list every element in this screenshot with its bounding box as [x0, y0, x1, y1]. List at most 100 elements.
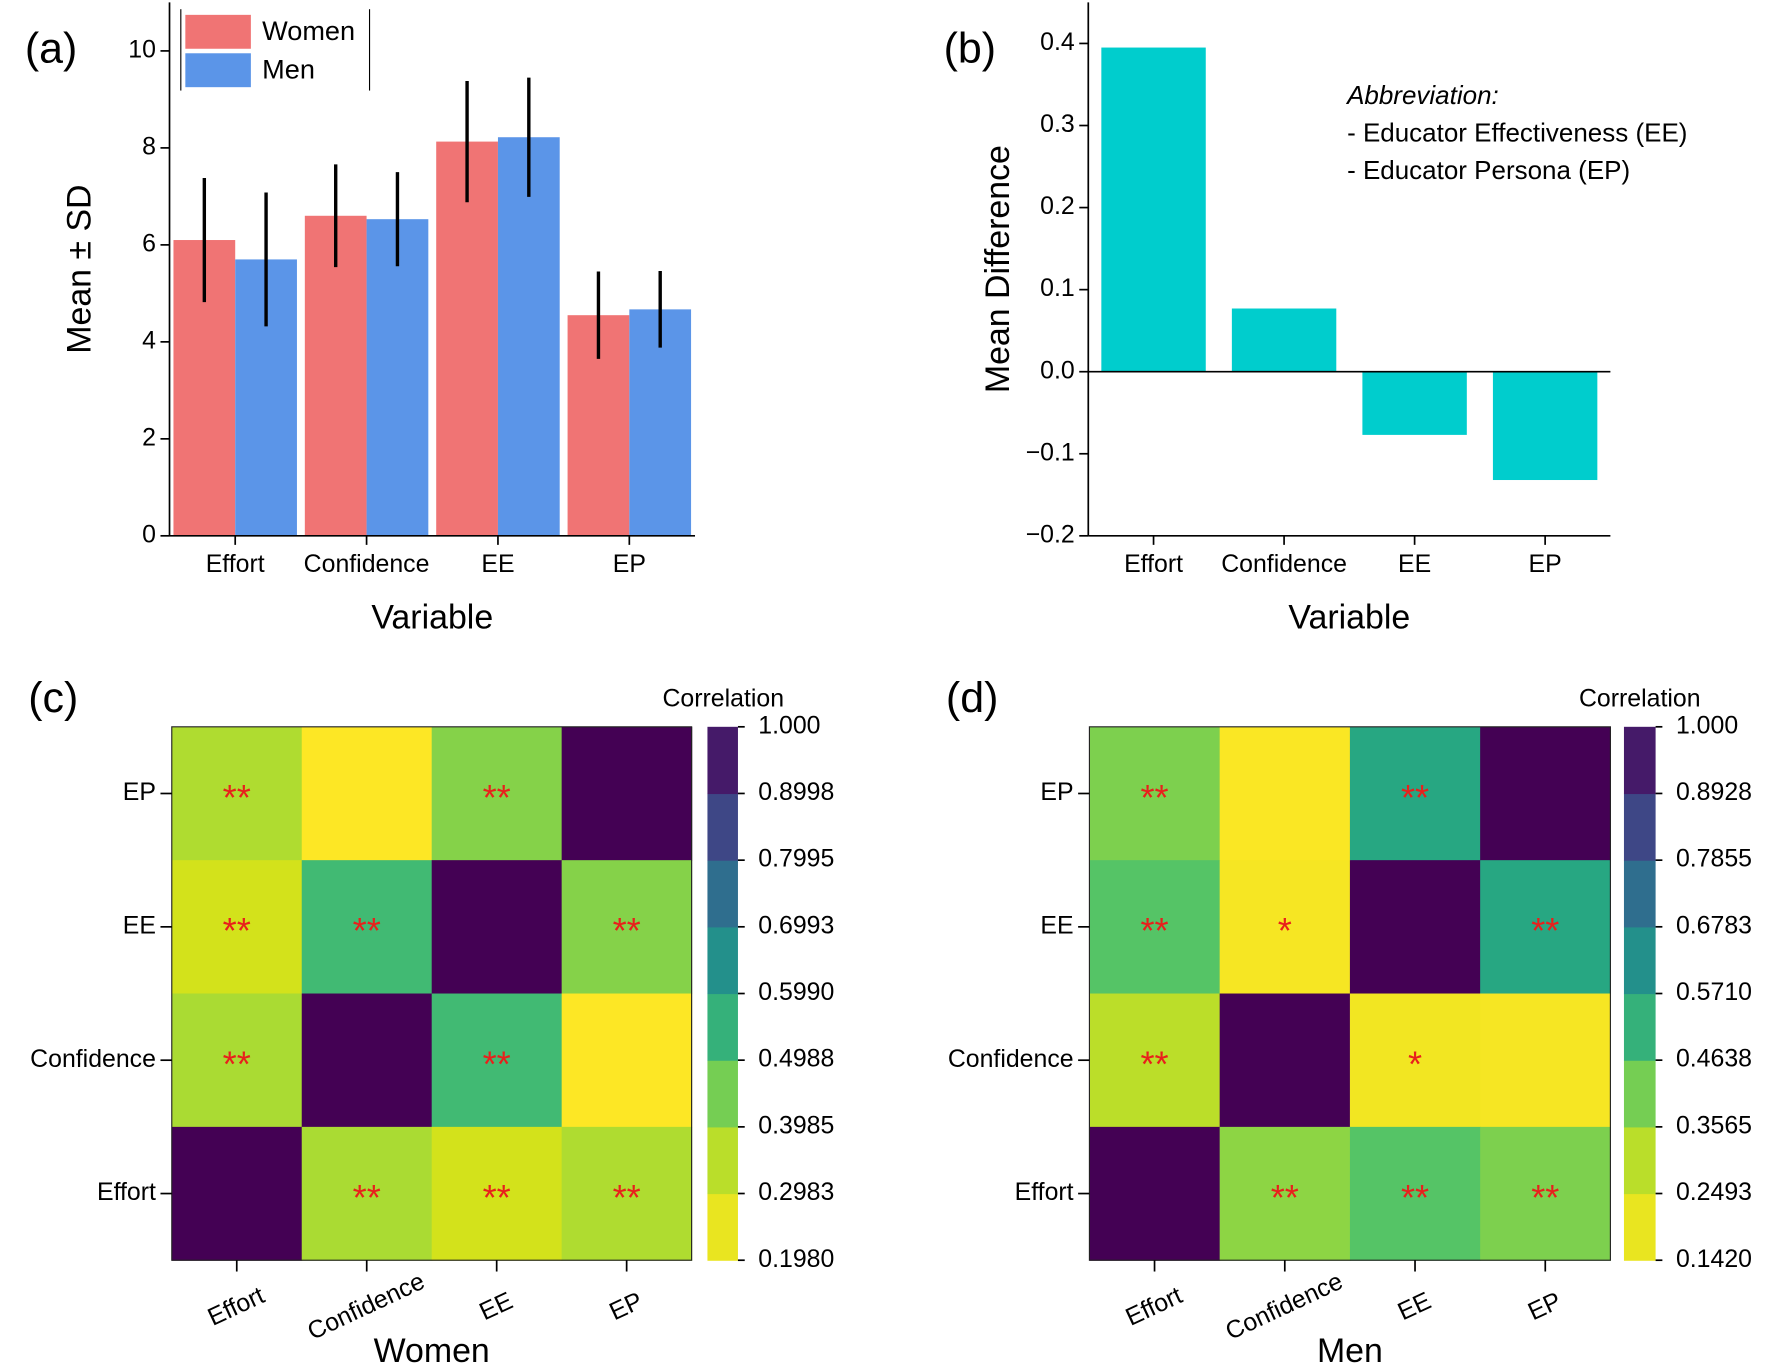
significance-label: * — [1278, 910, 1292, 951]
colorbar-band — [1623, 793, 1656, 861]
heatmap-cell — [171, 726, 303, 861]
legend-swatch — [185, 53, 251, 88]
significance-label: ** — [1140, 1044, 1168, 1085]
x-axis-label: Variable — [371, 598, 493, 636]
heatmap-cell — [561, 993, 693, 1128]
y-tick-label: Effort — [97, 1178, 156, 1206]
y-tick-label: 8 — [142, 132, 156, 160]
colorbar-band — [1623, 926, 1656, 995]
x-tick-label: Effort — [1121, 1281, 1186, 1331]
colorbar-tick-label: 0.1980 — [758, 1245, 834, 1273]
heatmap-cell — [1349, 1126, 1481, 1261]
heatmap-cell — [171, 993, 303, 1128]
heatmap-cell — [431, 993, 563, 1128]
heatmap-cell — [1219, 860, 1351, 995]
colorbar-band — [1623, 1060, 1656, 1128]
y-tick-label: −0.1 — [1026, 438, 1075, 466]
colorbar-band — [1623, 1126, 1656, 1195]
colorbar-tick-label: 0.2493 — [1676, 1178, 1752, 1206]
legend-label: Men — [262, 54, 315, 85]
y-tick-label: Effort — [1015, 1178, 1074, 1206]
y-tick-label: 0 — [142, 520, 156, 548]
colorbar-tick-label: 0.4988 — [758, 1045, 834, 1073]
colorbar-tick-label: 0.2983 — [758, 1178, 834, 1206]
heatmap-cell — [1089, 860, 1221, 995]
heatmap-cell — [1480, 1126, 1611, 1261]
colorbar-tick-label: 1.000 — [1676, 711, 1738, 739]
y-axis-label: Mean ± SD — [60, 184, 98, 353]
significance-label: ** — [483, 1177, 511, 1218]
bar — [1231, 308, 1337, 372]
colorbar-band — [707, 793, 738, 861]
heatmap-cell — [301, 726, 433, 861]
bar — [304, 215, 367, 536]
colorbar-label: Correlation — [662, 684, 784, 712]
significance-label: ** — [613, 1177, 641, 1218]
annotation: - Educator Persona (EP) — [1347, 155, 1630, 185]
heatmap-cell — [1219, 726, 1351, 861]
heatmap-cell — [1349, 726, 1481, 861]
colorbar-label: Correlation — [1579, 684, 1701, 712]
significance-label: ** — [223, 777, 251, 818]
x-tick-label: EE — [1393, 1287, 1435, 1326]
panel-label: (b) — [944, 24, 996, 72]
colorbar-tick-label: 0.3565 — [1676, 1111, 1752, 1139]
heatmap-cell — [1349, 993, 1481, 1128]
x-tick-label: EE — [475, 1287, 517, 1326]
y-tick-label: 0.1 — [1040, 274, 1075, 302]
y-tick-label: −0.2 — [1026, 520, 1075, 548]
significance-label: ** — [1531, 910, 1559, 951]
colorbar-tick-label: 0.1420 — [1676, 1245, 1752, 1273]
y-tick-label: 0.0 — [1040, 356, 1075, 384]
y-tick-label: EE — [1040, 911, 1073, 939]
colorbar-band — [707, 926, 738, 995]
colorbar-band — [707, 1126, 738, 1195]
x-tick-label: Confidence — [304, 550, 430, 578]
y-axis-label: Mean Difference — [979, 145, 1017, 393]
x-tick-label: Effort — [204, 1281, 269, 1331]
heatmap-cell — [1349, 860, 1481, 995]
y-tick-label: EE — [123, 911, 156, 939]
colorbar-tick-label: 0.7995 — [758, 845, 834, 873]
y-tick-label: 4 — [142, 326, 156, 354]
y-tick-label: 0.4 — [1040, 28, 1075, 56]
heatmap-cell — [1089, 726, 1221, 861]
annotation: - Educator Effectiveness (EE) — [1347, 117, 1687, 147]
colorbar-band — [1623, 860, 1656, 928]
heatmap-cell — [171, 860, 303, 995]
significance-label: ** — [1531, 1177, 1559, 1218]
significance-label: ** — [1271, 1177, 1299, 1218]
y-tick-label: 0.3 — [1040, 110, 1075, 138]
heatmap-frame — [1088, 726, 1611, 1261]
colorbar-band — [707, 1193, 738, 1261]
y-tick-label: EP — [123, 778, 156, 806]
significance-label: ** — [223, 1044, 251, 1085]
colorbar-band — [1623, 726, 1656, 795]
bar — [497, 137, 560, 536]
panel-label: (c) — [28, 674, 78, 722]
x-tick-label: EP — [1529, 550, 1562, 578]
bar — [436, 141, 498, 536]
heatmap-cell — [561, 860, 693, 995]
y-tick-label: 10 — [128, 35, 156, 63]
heatmap-cell — [1480, 860, 1611, 995]
heatmap-cell — [1480, 726, 1611, 861]
colorbar-tick-label: 0.4638 — [1676, 1045, 1752, 1073]
significance-label: ** — [1140, 777, 1168, 818]
y-tick-label: 6 — [142, 229, 156, 257]
colorbar-band — [707, 860, 738, 928]
colorbar-tick-label: 0.7855 — [1676, 845, 1752, 873]
panel-label: (a) — [25, 24, 77, 72]
heatmap-cell — [431, 1126, 563, 1261]
bar — [1362, 371, 1467, 435]
colorbar-tick-label: 0.8928 — [1676, 778, 1752, 806]
significance-label: * — [1408, 1044, 1422, 1085]
significance-label: ** — [353, 910, 381, 951]
y-tick-label: 2 — [142, 423, 156, 451]
significance-label: ** — [1401, 777, 1429, 818]
x-tick-label: EE — [1398, 550, 1431, 578]
bar — [1101, 47, 1206, 372]
bar — [1492, 371, 1598, 481]
colorbar-band — [707, 726, 738, 795]
